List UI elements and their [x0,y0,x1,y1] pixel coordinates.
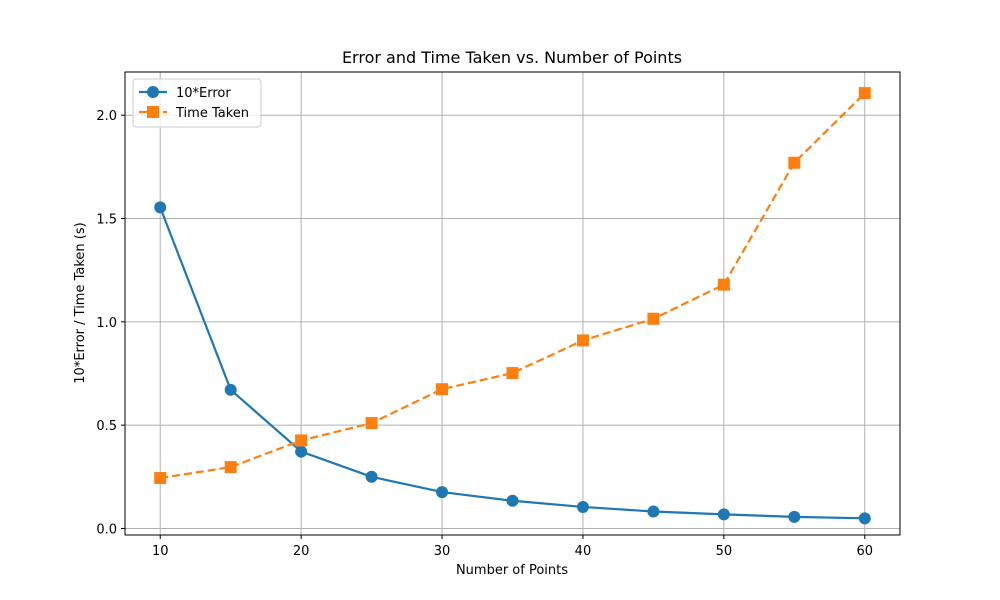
x-tick-label: 20 [293,544,310,559]
data-point [576,500,589,513]
series-layer [154,87,871,525]
y-tick-label: 1.5 [96,213,117,228]
chart-title: Error and Time Taken vs. Number of Point… [342,48,682,67]
grid-lines [125,72,900,535]
y-tick-label: 2.0 [96,109,117,124]
data-point [576,334,589,347]
x-tick-label: 40 [575,544,592,559]
data-point [224,383,237,396]
data-point [365,470,378,483]
data-point [506,367,519,380]
series-time-taken [154,87,871,485]
x-axis-label: Number of Points [456,563,568,578]
data-point [154,472,167,485]
series-error [154,201,871,525]
data-point [295,445,308,458]
legend-label: 10*Error [176,86,231,101]
data-point [295,434,308,447]
data-point [717,508,730,521]
data-point [365,417,378,430]
data-point [858,87,871,100]
series-line [159,206,865,520]
x-tick-label: 60 [856,544,873,559]
y-tick-label: 0.5 [96,419,117,434]
x-tick-label: 50 [716,544,733,559]
legend-entry: Time Taken [139,106,249,121]
legend-label: Time Taken [175,106,249,121]
x-tick-label: 30 [434,544,451,559]
x-tick-label: 10 [152,544,169,559]
data-point [436,383,449,396]
data-point [436,486,449,499]
data-point [647,505,660,518]
data-point [858,512,871,525]
axis-ticks: 10 20 30 40 50 60 0.0 0.5 1.0 1.5 2.0 [96,109,873,559]
data-point [647,312,660,325]
y-tick-label: 1.0 [96,316,117,331]
data-point [224,461,237,474]
data-point [788,156,801,169]
data-point [154,201,167,214]
legend-marker [147,86,159,98]
y-tick-label: 0.0 [96,522,117,537]
data-point [788,510,801,523]
legend-marker [147,106,159,118]
y-axis-label: 10*Error / Time Taken (s) [73,222,88,383]
data-point [506,494,519,507]
data-point [717,278,730,291]
series-line [160,92,866,480]
legend: 10*Error Time Taken [132,78,262,128]
plot-frame [124,71,901,536]
legend-entry: 10*Error [139,86,231,101]
